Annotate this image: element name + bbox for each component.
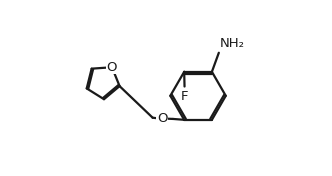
Text: NH₂: NH₂	[220, 37, 245, 50]
Text: O: O	[157, 112, 167, 125]
Text: O: O	[107, 61, 117, 74]
Text: F: F	[181, 90, 188, 103]
